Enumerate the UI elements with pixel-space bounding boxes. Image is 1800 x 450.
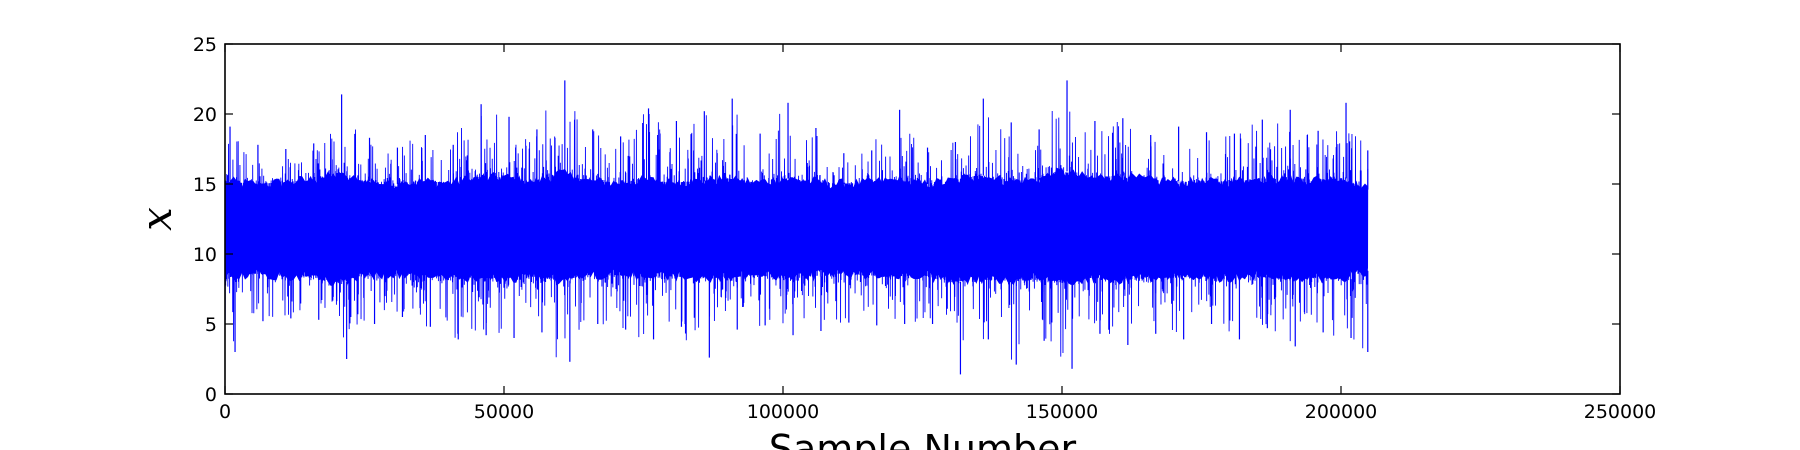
y-tick-label: 20	[193, 104, 217, 126]
y-tick-label: 25	[193, 34, 217, 56]
series-line	[224, 110, 1369, 360]
y-axis-label: x	[132, 207, 181, 231]
y-ticks: 0 5 10 15 20 25	[193, 34, 1620, 406]
x-tick-label: 200000	[1305, 401, 1378, 423]
y-tick-label: 15	[193, 174, 217, 196]
x-tick-label: 150000	[1026, 401, 1099, 423]
series-layer	[224, 80, 1369, 375]
x-axis-label: Sample Number	[769, 427, 1077, 450]
plot-frame	[224, 43, 1621, 395]
x-tick-label: 100000	[747, 401, 820, 423]
y-tick-label: 10	[193, 244, 217, 266]
x-tick-label: 0	[219, 401, 231, 423]
x-tick-label: 50000	[474, 401, 534, 423]
x-ticks: 0 50000 100000 150000 200000 250000	[219, 44, 1656, 423]
y-tick-label: 5	[205, 314, 217, 336]
y-tick-label: 0	[205, 384, 217, 406]
x-tick-label: 250000	[1584, 401, 1657, 423]
